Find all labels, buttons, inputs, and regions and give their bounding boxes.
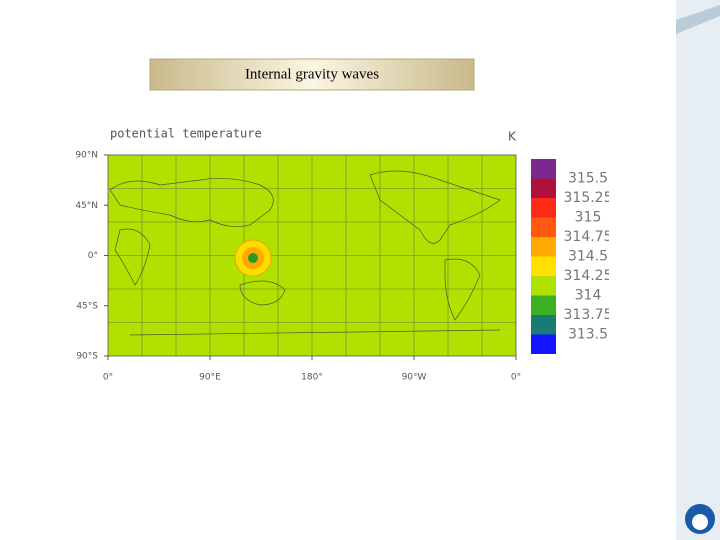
colorbar-box bbox=[531, 198, 556, 218]
colorbar-box bbox=[531, 159, 556, 179]
map bbox=[108, 155, 516, 356]
colorbar-box bbox=[531, 334, 556, 354]
x-label: 90°E bbox=[199, 373, 221, 383]
y-label: 90°N bbox=[75, 151, 98, 161]
colorbar-label: 314.25 bbox=[564, 268, 613, 284]
units: K bbox=[508, 130, 517, 144]
colorbar-box bbox=[531, 315, 556, 335]
colorbar-label: 314.5 bbox=[568, 249, 608, 265]
colorbar bbox=[531, 159, 556, 354]
x-label: 90°W bbox=[402, 373, 427, 383]
y-label: 45°S bbox=[76, 301, 98, 311]
coastlines bbox=[109, 170, 501, 336]
slide-title: Internal gravity waves bbox=[245, 66, 379, 82]
colorbar-box bbox=[531, 295, 556, 315]
colorbar-label: 313.5 bbox=[568, 327, 608, 343]
colorbar-label: 315.25 bbox=[564, 190, 613, 206]
colorbar-label: 313.75 bbox=[564, 307, 613, 323]
x-label: 0° bbox=[103, 373, 113, 383]
side-panel bbox=[676, 0, 720, 540]
colorbar-box bbox=[531, 217, 556, 237]
colorbar-label: 315.5 bbox=[568, 171, 608, 187]
y-label: 90°S bbox=[76, 352, 98, 362]
side-stripe bbox=[676, 5, 720, 34]
colorbar-box bbox=[531, 256, 556, 276]
colorbar-box bbox=[531, 276, 556, 296]
wave-core bbox=[248, 253, 258, 263]
logo-inner bbox=[692, 514, 708, 530]
plot-title: potential temperature bbox=[110, 127, 262, 141]
colorbar-box bbox=[531, 237, 556, 257]
title-box bbox=[149, 58, 475, 91]
colorbar-box bbox=[531, 178, 556, 198]
colorbar-label: 314.75 bbox=[564, 229, 613, 245]
y-label: 45°N bbox=[75, 201, 98, 211]
x-label: 0° bbox=[511, 373, 521, 383]
colorbar-label: 314 bbox=[575, 288, 602, 304]
y-label: 0° bbox=[88, 251, 98, 261]
colorbar-label: 315 bbox=[575, 210, 602, 226]
x-label: 180° bbox=[301, 373, 323, 383]
